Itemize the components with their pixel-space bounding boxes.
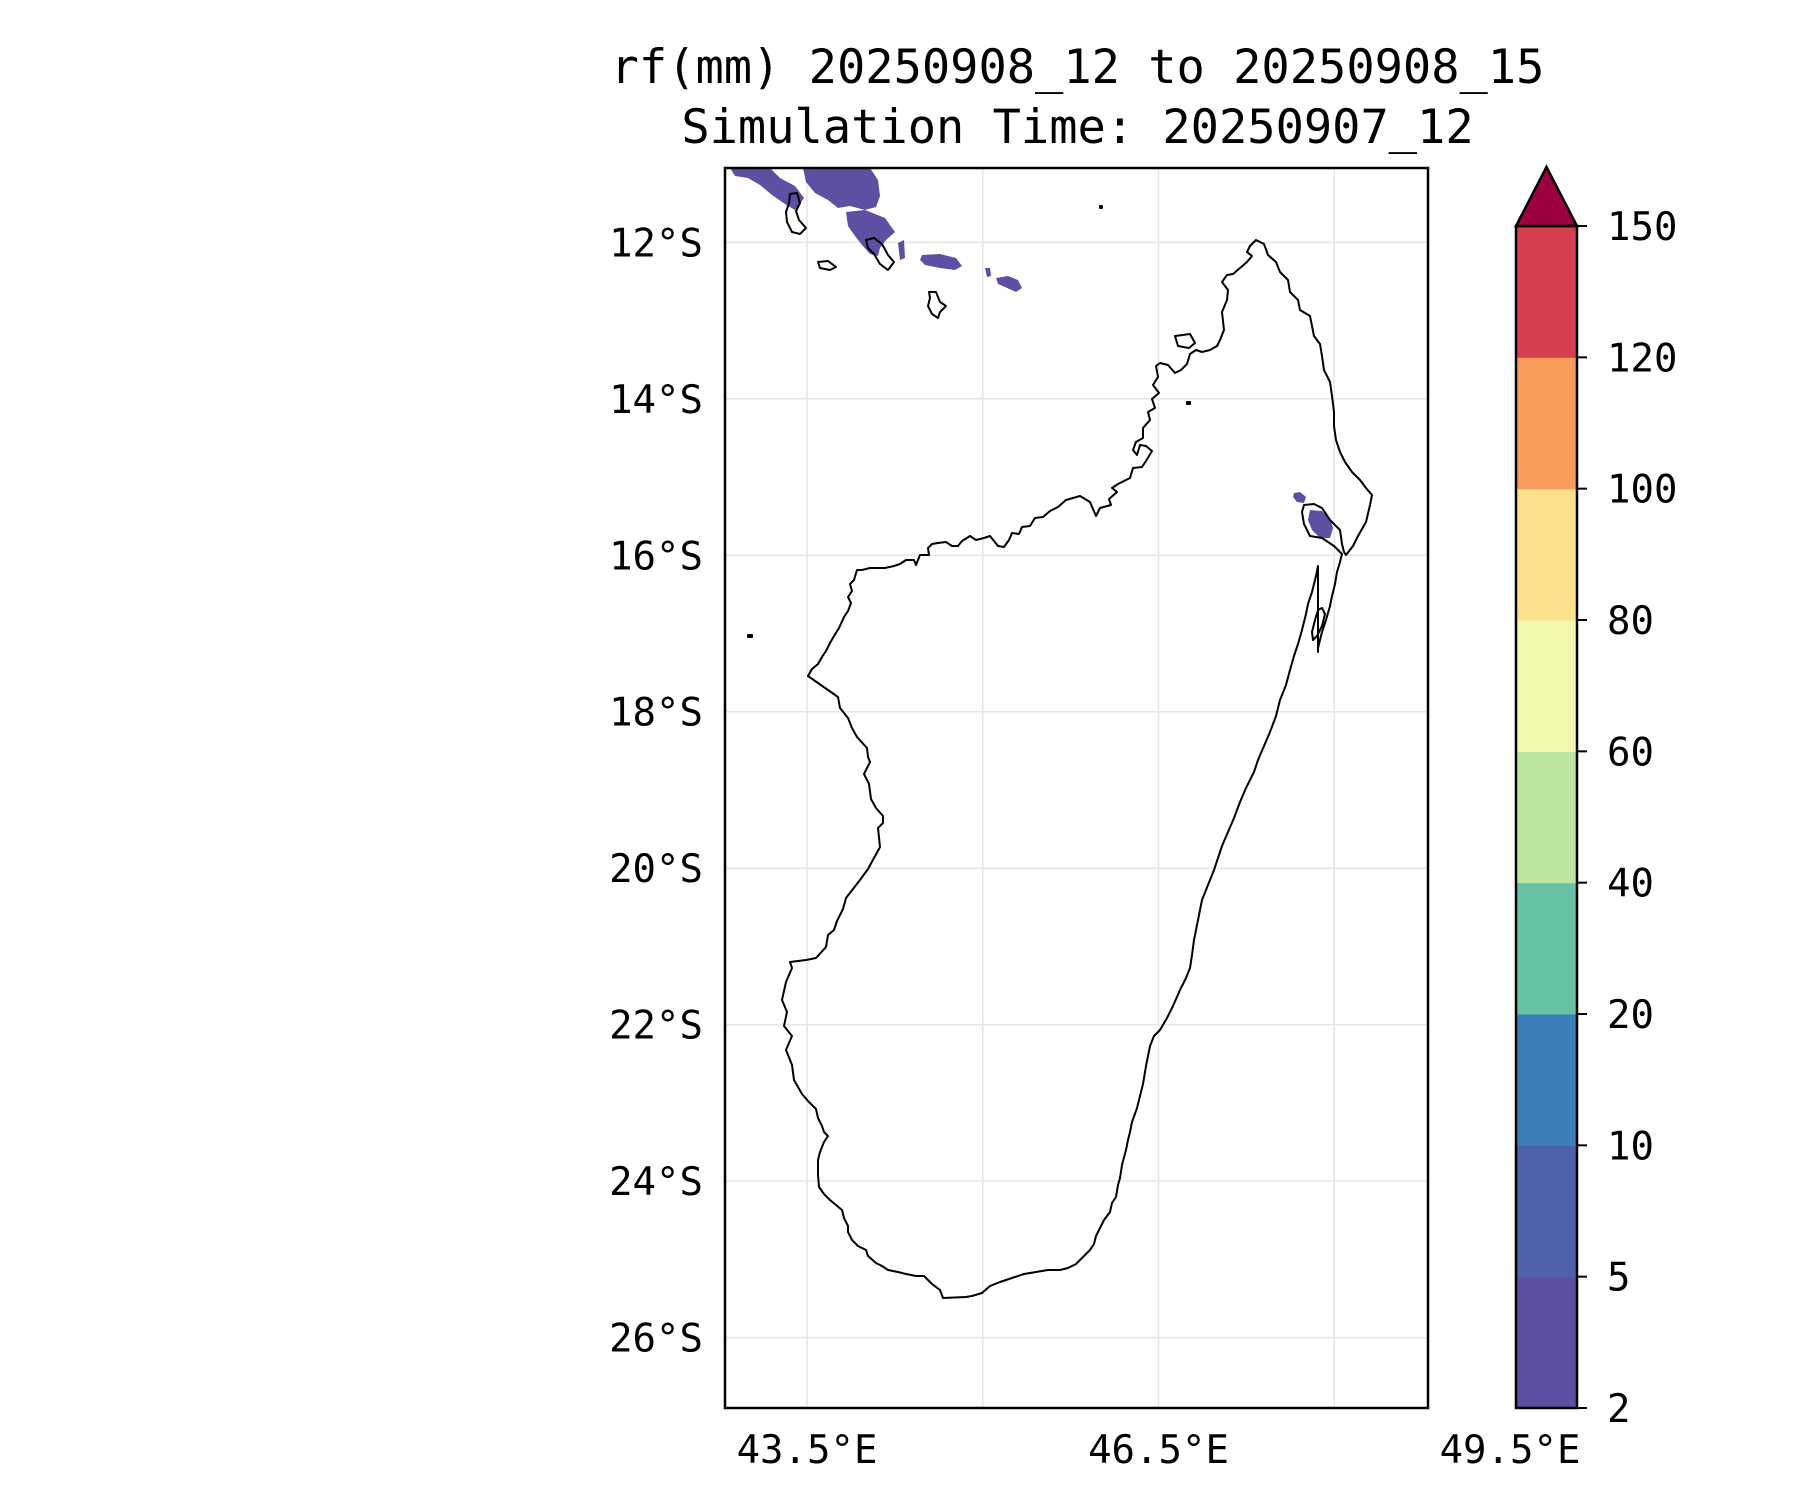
colorbar-tick-label: 100: [1607, 468, 1677, 513]
coastline-nosy-mitsio: [1186, 401, 1191, 405]
colorbar-tick-label: 80: [1607, 599, 1654, 644]
map-area: [730, 168, 1373, 1299]
colorbar-tick-label: 60: [1607, 730, 1654, 775]
rain-area-glorioso: [996, 276, 1022, 292]
lon-tick-label: 43.5°E: [737, 1428, 878, 1473]
lat-tick-label: 22°S: [609, 1004, 703, 1049]
coastline-grande-comore: [785, 192, 807, 235]
colorbar-tick-label: 150: [1607, 205, 1677, 250]
coastline-ile-sainte-marie: [1311, 607, 1326, 641]
colorbar-segment: [1516, 1014, 1577, 1146]
colorbar: 2 5 10 20 40 60 80 100 120 150: [1513, 164, 1677, 1432]
axis-tick-labels: 43.5°E 46.5°E 49.5°E 12°S 14°S 16°S 18°S 20°S 22…: [609, 221, 1580, 1473]
colorbar-extend-arrow: [1513, 164, 1580, 228]
colorbar-segment: [1516, 488, 1577, 621]
coastline-mayotte: [927, 291, 947, 319]
lat-tick-label: 20°S: [609, 847, 703, 892]
rain-area-small-east: [985, 268, 991, 277]
coastlines: [747, 192, 1373, 1299]
title-line-1: rf(mm) 20250908_12 to 20250908_15: [610, 40, 1545, 95]
lat-tick-label: 16°S: [609, 534, 703, 579]
coastline-juan-de-nova: [747, 634, 753, 638]
lat-tick-label: 24°S: [609, 1160, 703, 1205]
colorbar-segment: [1516, 751, 1577, 884]
colorbar-segment: [1516, 882, 1577, 1015]
colorbar-segment: [1516, 620, 1577, 752]
map-gridlines: [725, 168, 1428, 1408]
lon-tick-label: 46.5°E: [1088, 1428, 1229, 1473]
title-line-2: Simulation Time: 20250907_12: [681, 100, 1474, 155]
colorbar-tick-label: 10: [1607, 1124, 1654, 1169]
colorbar-tick-label: 40: [1607, 862, 1654, 907]
map-frame: [723, 166, 1430, 1410]
lat-tick-label: 18°S: [609, 691, 703, 736]
rain-area-mayotte-west: [898, 240, 905, 260]
lat-tick-label: 14°S: [609, 378, 703, 423]
colorbar-frame: [1514, 224, 1579, 1410]
rain-area-comoros-northwest: [730, 168, 804, 210]
colorbar-tick-label: 2: [1607, 1387, 1630, 1432]
coastline-nosy-be: [1174, 333, 1196, 349]
colorbar-segment: [1516, 226, 1577, 358]
colorbar-tick-label: 120: [1607, 336, 1677, 381]
coastline-anjouan: [865, 237, 895, 271]
rainfall-areas: [730, 168, 1333, 538]
coastline-madagascar: [781, 239, 1373, 1299]
rain-area-mayotte: [920, 254, 962, 270]
colorbar-tick-label: 20: [1607, 993, 1654, 1038]
lon-tick-label: 49.5°E: [1440, 1428, 1581, 1473]
rain-area-comoros-north: [803, 168, 880, 210]
rain-area-anjouan: [846, 210, 895, 256]
lat-tick-label: 26°S: [609, 1317, 703, 1362]
coastline-glorioso-islet: [1099, 205, 1103, 209]
chart-title: rf(mm) 20250908_12 to 20250908_15 Simula…: [575, 38, 1580, 158]
colorbar-tick-label: 5: [1607, 1256, 1630, 1301]
coastline-moheli: [817, 260, 837, 271]
rain-area-northeast-coast: [1308, 510, 1333, 538]
colorbar-segment: [1516, 1145, 1577, 1278]
colorbar-segment: [1516, 357, 1577, 490]
rain-area-northeast-coast-small: [1293, 492, 1306, 503]
colorbar-segment: [1516, 1276, 1577, 1409]
lat-tick-label: 12°S: [609, 221, 703, 266]
